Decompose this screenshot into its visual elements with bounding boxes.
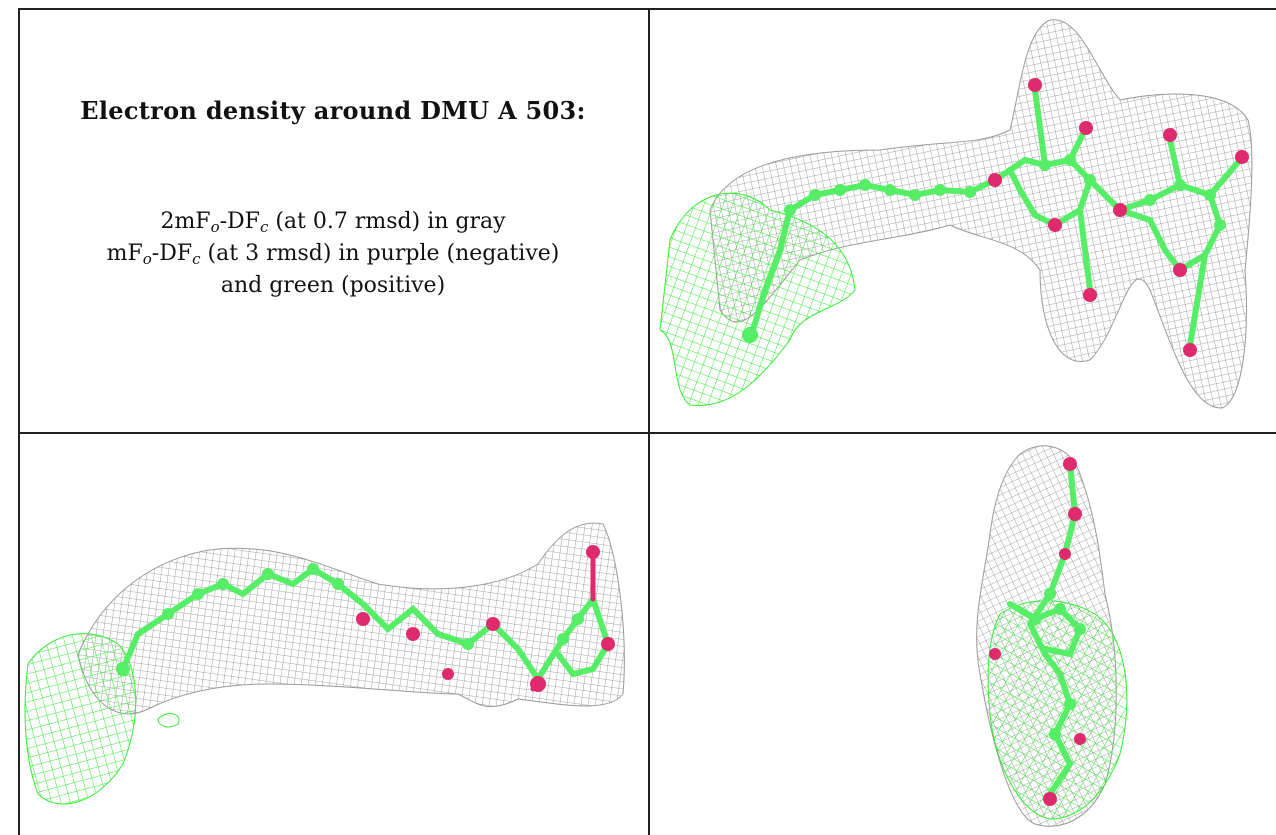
density-image-side (18, 434, 648, 835)
density-panel-end-on (650, 434, 1276, 835)
caption-line-positive: and green (positive) (18, 270, 648, 302)
density-image-front (650, 10, 1276, 432)
density-panel-side (18, 434, 648, 835)
caption-description: 2mFo-DFc (at 0.7 rmsd) in gray mFo-DFc (… (18, 206, 648, 302)
green-density-mesh (25, 634, 136, 804)
caption-line-gray: 2mFo-DFc (at 0.7 rmsd) in gray (18, 206, 648, 238)
green-density-blob-small (158, 714, 179, 727)
caption-title: Electron density around DMU A 503: (18, 96, 648, 125)
density-image-end-on (650, 434, 1276, 835)
density-panel-front (650, 10, 1276, 432)
caption-cell: Electron density around DMU A 503: 2mFo-… (18, 10, 648, 432)
caption-line-difference: mFo-DFc (at 3 rmsd) in purple (negative) (18, 238, 648, 270)
